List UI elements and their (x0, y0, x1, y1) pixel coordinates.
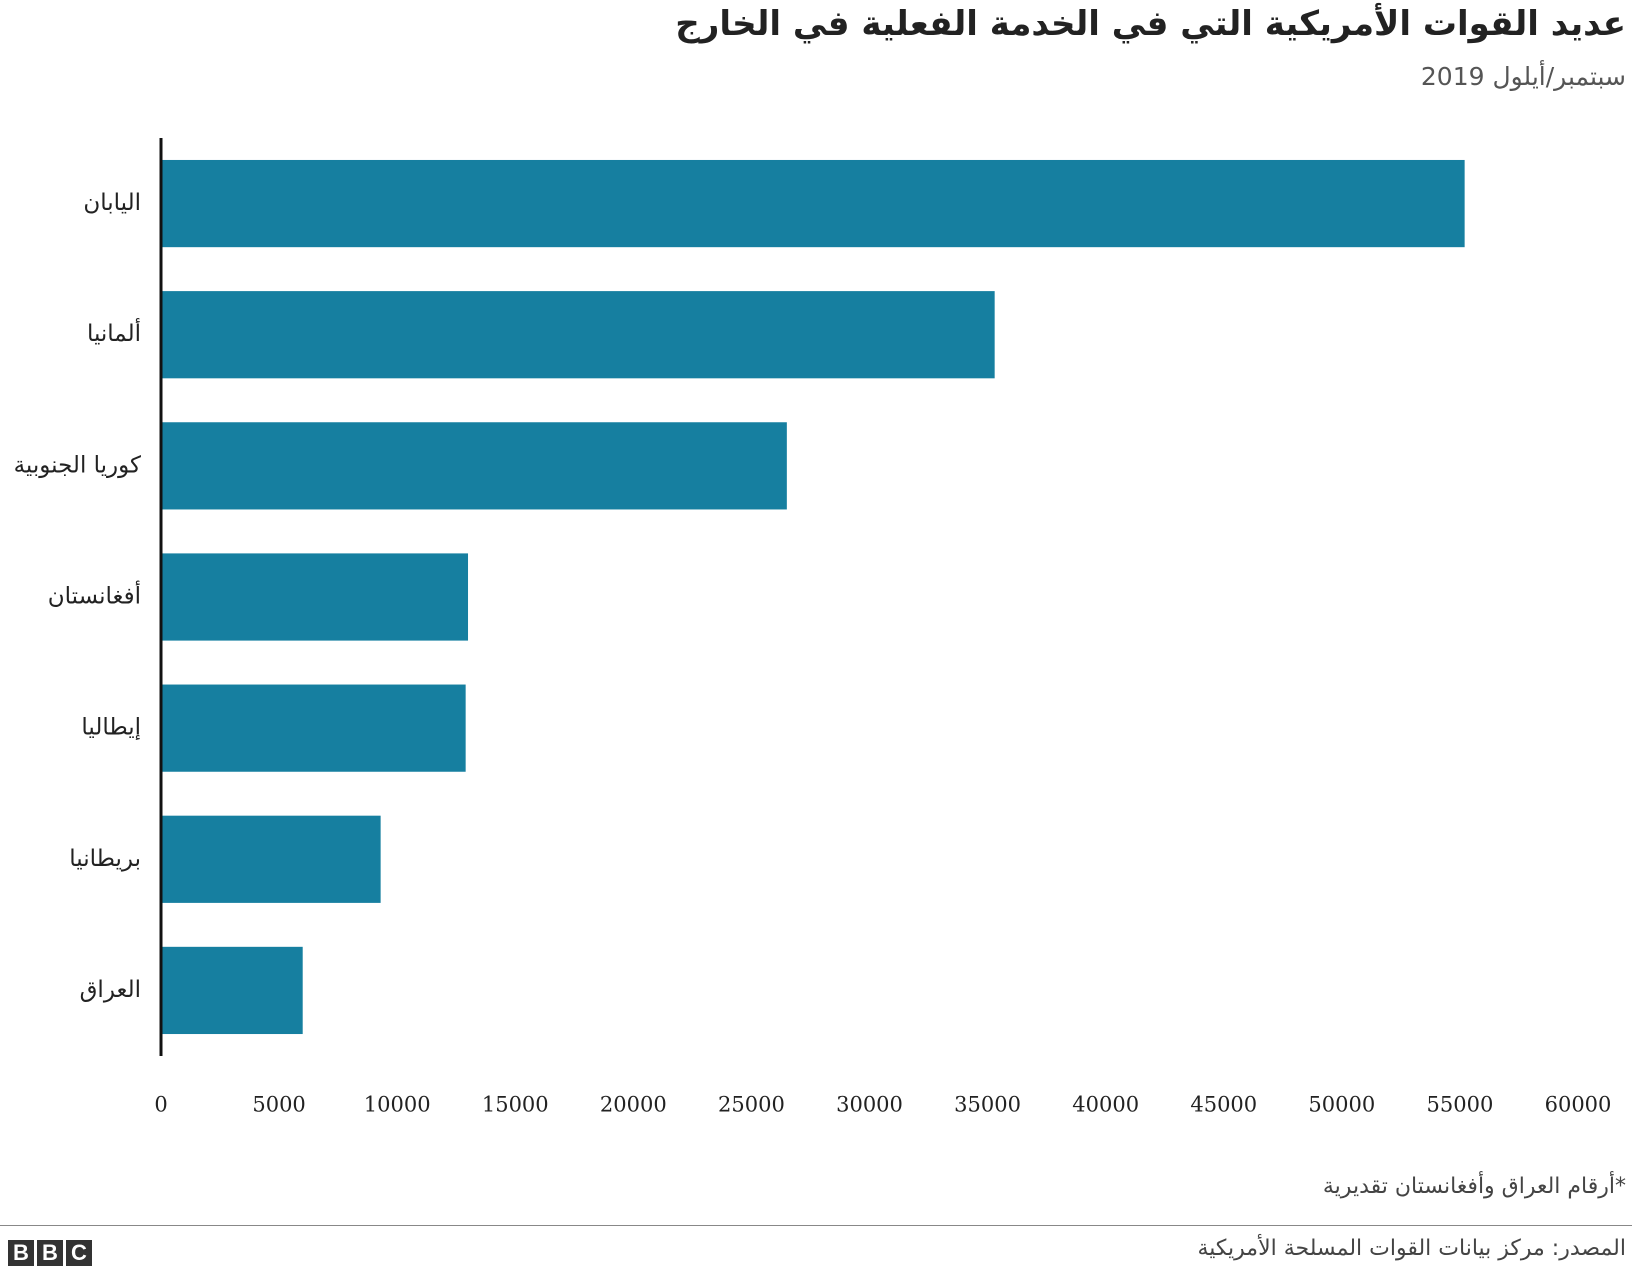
x-tick-label: 40000 (1072, 1093, 1139, 1117)
logo-box (8, 1240, 34, 1266)
logo-letter: C (71, 1240, 87, 1265)
x-tick-label: 5000 (252, 1093, 305, 1117)
bar (161, 553, 469, 641)
x-tick-label: 20000 (600, 1093, 667, 1117)
bar (161, 946, 303, 1035)
chart-subtitle: سبتمبر/أيلول 2019 (1420, 62, 1626, 91)
logo-letter: B (13, 1240, 29, 1265)
x-tick-label: 50000 (1308, 1093, 1375, 1117)
y-tick-label: بريطانيا (69, 846, 141, 872)
y-tick-label: ألمانيا (87, 318, 141, 347)
x-tick-label: 60000 (1545, 1093, 1612, 1117)
x-tick-label: 25000 (718, 1093, 785, 1117)
x-tick-label: 10000 (364, 1093, 431, 1117)
y-tick-label: العراق (80, 977, 141, 1003)
logo-box (37, 1240, 63, 1266)
y-tick-label: أفغانستان (48, 581, 141, 610)
y-tick-label: اليابان (83, 190, 141, 216)
bar (161, 684, 466, 772)
x-tick-label: 35000 (954, 1093, 1021, 1117)
y-tick-label: إيطاليا (81, 715, 141, 741)
x-tick-label: 45000 (1190, 1093, 1257, 1117)
x-tick-label: 55000 (1427, 1093, 1494, 1117)
x-tick-label: 15000 (482, 1093, 549, 1117)
bar (161, 422, 787, 510)
footnote: *أرقام العراق وأفغانستان تقديرية (1322, 1174, 1626, 1199)
bar (161, 815, 381, 903)
x-tick-label: 30000 (836, 1093, 903, 1117)
y-tick-label: كوريا الجنوبية (14, 452, 141, 478)
x-tick-label: 0 (154, 1093, 167, 1117)
bar (161, 159, 1465, 248)
source: المصدر: مركز بيانات القوات المسلحة الأمر… (1197, 1236, 1626, 1261)
bar (161, 291, 995, 379)
logo-box (66, 1240, 92, 1266)
chart-title: عديد القوات الأمريكية التي في الخدمة الف… (675, 4, 1626, 44)
separator (0, 1225, 1632, 1226)
logo-letter: B (42, 1240, 58, 1265)
